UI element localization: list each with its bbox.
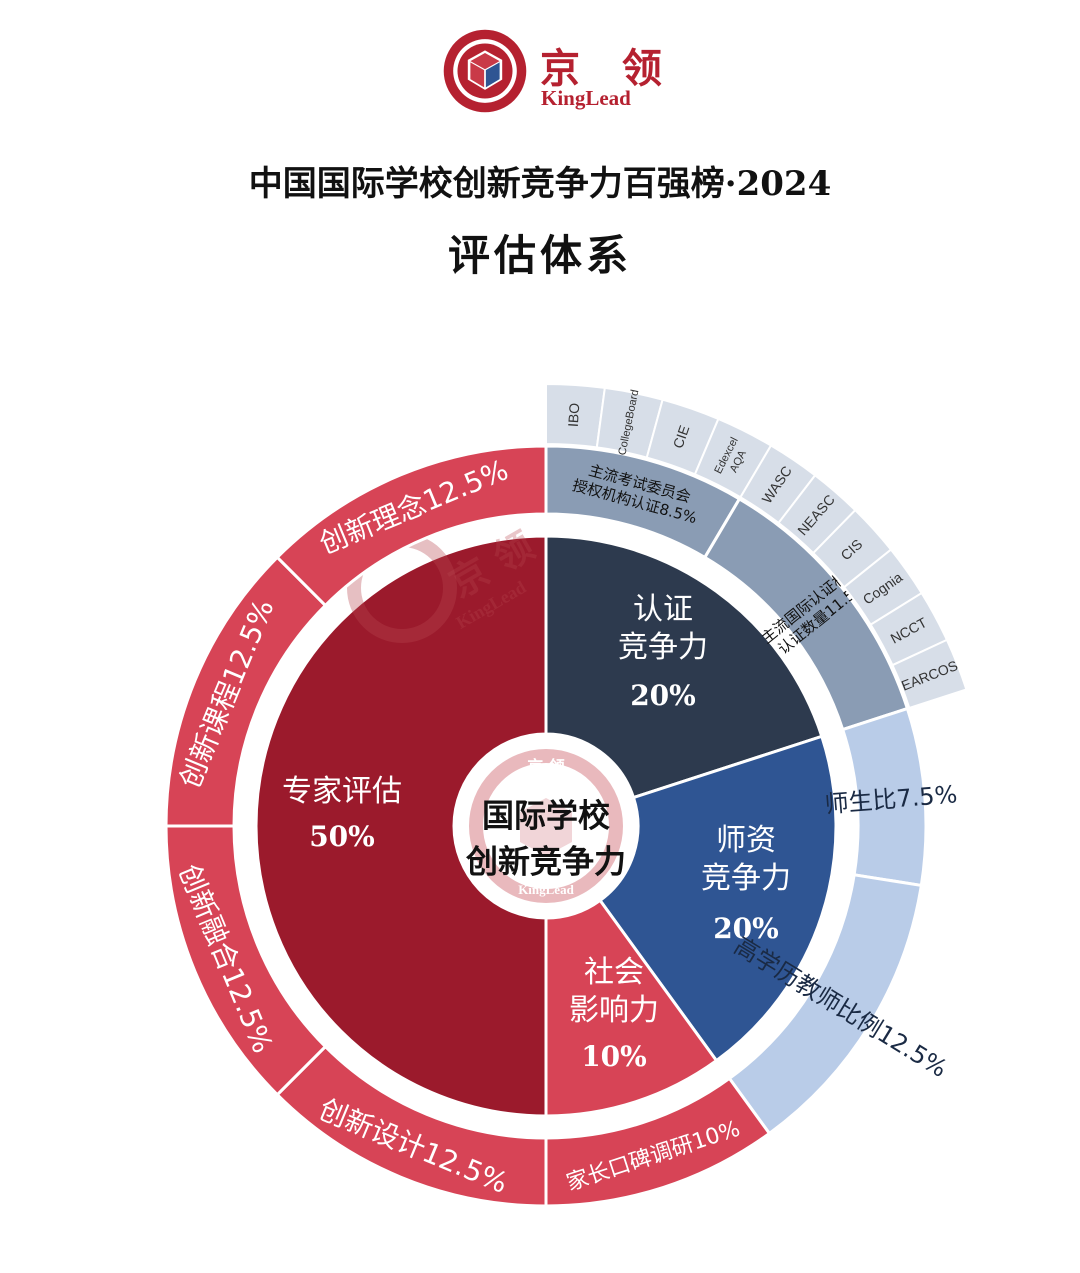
- header: 京 领 KingLead 中国国际学校创新竞争力百强榜·2024 评估体系: [0, 0, 1080, 300]
- inner-label-0: 专家评估: [282, 774, 402, 809]
- inner-pct-0: 50%: [309, 820, 375, 853]
- center-logo-cn: 京 领: [527, 757, 565, 776]
- kinglead-logo-icon: [443, 29, 527, 113]
- inner-segment-3: [544, 898, 719, 1118]
- center-logo-en: KingLead: [518, 882, 574, 897]
- inner-segment-1: [544, 534, 824, 800]
- inner-label-3: 社会影响力: [569, 955, 659, 1028]
- page-title: 中国国际学校创新竞争力百强榜·2024: [248, 164, 832, 204]
- inner-label-2: 师资竞争力: [701, 823, 791, 896]
- inner-segment-0: [254, 534, 548, 1118]
- center-logo-shield-icon: [520, 798, 572, 856]
- middle-segment-8: [275, 444, 548, 608]
- outer-segment-9: [891, 638, 968, 710]
- inner-pct-2: 20%: [713, 912, 779, 945]
- inner-label-1: 认证竞争力: [618, 592, 708, 665]
- page-subtitle: 评估体系: [447, 231, 632, 280]
- inner-pct-1: 20%: [630, 679, 696, 712]
- inner-pct-3: 10%: [581, 1040, 647, 1073]
- center-label: 国际学校创新竞争力: [465, 797, 626, 881]
- outer-label-2: CIE: [670, 423, 693, 450]
- middle-label-2: 师生比7.5%: [824, 780, 959, 818]
- outer-label-0: IBO: [565, 402, 583, 427]
- brand-name-en: KingLead: [541, 86, 631, 110]
- brand-name-cn: 京 领: [540, 45, 676, 92]
- center-logo-ring-icon: [469, 749, 623, 903]
